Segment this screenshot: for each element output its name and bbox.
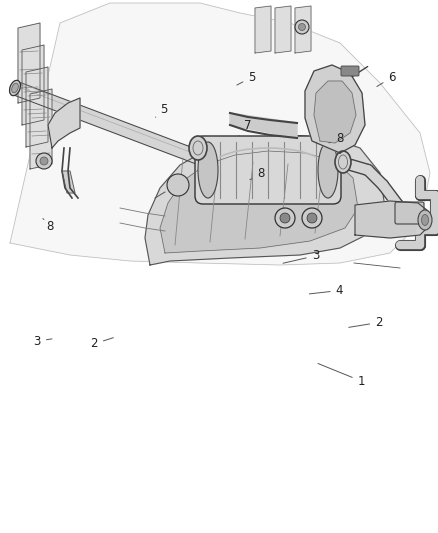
Polygon shape xyxy=(355,201,430,238)
Polygon shape xyxy=(160,151,358,253)
Polygon shape xyxy=(275,6,291,53)
Text: 2: 2 xyxy=(349,316,383,329)
Ellipse shape xyxy=(335,151,351,173)
Polygon shape xyxy=(13,82,202,165)
Polygon shape xyxy=(30,89,52,169)
Text: 5: 5 xyxy=(155,103,168,117)
Circle shape xyxy=(299,23,305,30)
Text: 2: 2 xyxy=(90,337,113,350)
Circle shape xyxy=(295,20,309,34)
Text: 3: 3 xyxy=(34,335,52,348)
Text: 5: 5 xyxy=(237,71,255,85)
Polygon shape xyxy=(26,67,48,147)
Circle shape xyxy=(40,157,48,165)
Ellipse shape xyxy=(318,142,338,198)
Circle shape xyxy=(302,208,322,228)
Circle shape xyxy=(175,182,181,188)
FancyBboxPatch shape xyxy=(395,202,424,224)
Circle shape xyxy=(36,153,52,169)
Text: 8: 8 xyxy=(250,167,264,180)
Polygon shape xyxy=(255,6,271,53)
Polygon shape xyxy=(145,135,385,265)
Text: 7: 7 xyxy=(239,119,251,136)
Polygon shape xyxy=(22,45,44,125)
Circle shape xyxy=(280,213,290,223)
Polygon shape xyxy=(295,6,311,53)
Ellipse shape xyxy=(418,210,432,230)
Ellipse shape xyxy=(12,83,18,93)
Circle shape xyxy=(172,179,184,191)
FancyBboxPatch shape xyxy=(341,66,359,76)
Polygon shape xyxy=(305,65,365,153)
Polygon shape xyxy=(314,81,356,143)
Circle shape xyxy=(167,174,189,196)
FancyBboxPatch shape xyxy=(195,136,341,204)
Ellipse shape xyxy=(198,142,218,198)
Polygon shape xyxy=(18,23,40,103)
Polygon shape xyxy=(230,113,297,138)
Text: 8: 8 xyxy=(43,219,54,233)
Polygon shape xyxy=(48,98,80,148)
Text: 1: 1 xyxy=(318,364,365,387)
Ellipse shape xyxy=(189,136,207,160)
Circle shape xyxy=(275,208,295,228)
Polygon shape xyxy=(62,171,75,193)
Polygon shape xyxy=(10,3,430,265)
Text: 4: 4 xyxy=(309,284,343,297)
Circle shape xyxy=(307,213,317,223)
Text: 8: 8 xyxy=(329,132,343,145)
Text: 6: 6 xyxy=(377,71,396,86)
Ellipse shape xyxy=(421,214,428,225)
Ellipse shape xyxy=(10,80,21,96)
Text: 3: 3 xyxy=(283,249,319,263)
